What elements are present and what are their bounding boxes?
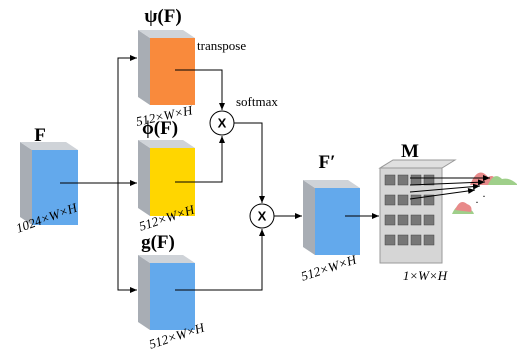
dots: · <box>475 195 479 209</box>
node-label: g(F) <box>141 232 175 253</box>
diagram: F 1024×W×H ψ(F) 512×W×H ϕ(F) 512×W×H g(F… <box>0 0 517 362</box>
node-label: ϕ(F) <box>142 118 178 139</box>
edge-label: softmax <box>236 94 278 109</box>
block-f-prime <box>303 180 360 255</box>
node-dims: 1×W×H <box>403 268 448 283</box>
block-g <box>138 255 195 330</box>
edge-label: transpose <box>197 38 246 53</box>
op-label: X <box>218 115 227 130</box>
dots: · <box>482 189 486 203</box>
block-psi <box>138 30 195 105</box>
node-label: ψ(F) <box>144 6 181 27</box>
node-label: M <box>401 141 419 162</box>
block-m: · · <box>380 160 517 263</box>
arrows <box>60 58 379 290</box>
op-label: X <box>258 208 267 223</box>
node-label: F <box>34 125 46 146</box>
node-label: F′ <box>319 152 336 173</box>
node-dims: 512×W×H <box>299 252 359 284</box>
